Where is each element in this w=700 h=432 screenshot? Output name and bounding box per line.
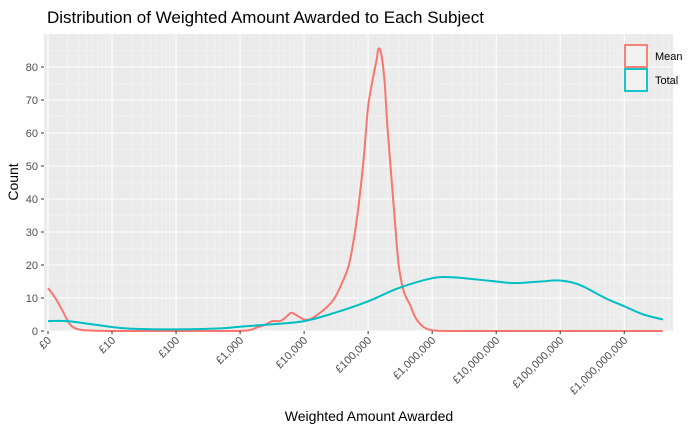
y-tick-label: 80 — [26, 62, 38, 74]
x-tick-label: £100,000,000 — [510, 335, 566, 391]
x-tick-label: £1,000,000,000 — [568, 335, 631, 398]
x-axis: £0 £10 £100 £1,000 £10,000 £100,000 £1,000,000… — [37, 331, 630, 397]
x-axis-title: Weighted Amount Awarded — [285, 408, 453, 424]
series-line-mean — [47, 47, 663, 333]
legend-label-mean: Mean — [655, 51, 683, 63]
chart-title: Distribution of Weighted Amount Awarded … — [47, 8, 484, 27]
y-tick-label: 20 — [26, 260, 38, 272]
legend-key-total — [624, 68, 648, 92]
y-tick-label: 70 — [26, 95, 38, 107]
legend-label-total: Total — [655, 75, 678, 87]
x-tick-label: £0 — [37, 335, 54, 352]
x-tick-label: £1,000,000 — [391, 335, 438, 382]
x-tick-label: £100,000 — [333, 335, 374, 376]
y-tick-label: 40 — [26, 194, 38, 206]
x-tick-label: £10,000 — [274, 335, 311, 372]
x-tick-label: £10 — [97, 335, 118, 356]
y-tick-label: 60 — [26, 128, 38, 140]
y-axis-title: Count — [5, 163, 21, 200]
legend: Mean Total — [624, 44, 683, 92]
series-line-total — [47, 275, 664, 331]
x-tick-label: £1,000 — [214, 335, 246, 367]
y-tick-label: 10 — [26, 293, 38, 305]
y-tick-label: 50 — [26, 161, 38, 173]
y-tick-label: 0 — [32, 326, 38, 338]
y-axis: 0 10 20 30 40 50 60 70 80 — [26, 62, 44, 338]
series-lines — [47, 47, 664, 333]
x-tick-label: £10,000,000 — [451, 335, 503, 387]
y-tick-label: 30 — [26, 227, 38, 239]
legend-key-mean — [624, 44, 648, 68]
x-tick-label: £100 — [156, 335, 182, 361]
